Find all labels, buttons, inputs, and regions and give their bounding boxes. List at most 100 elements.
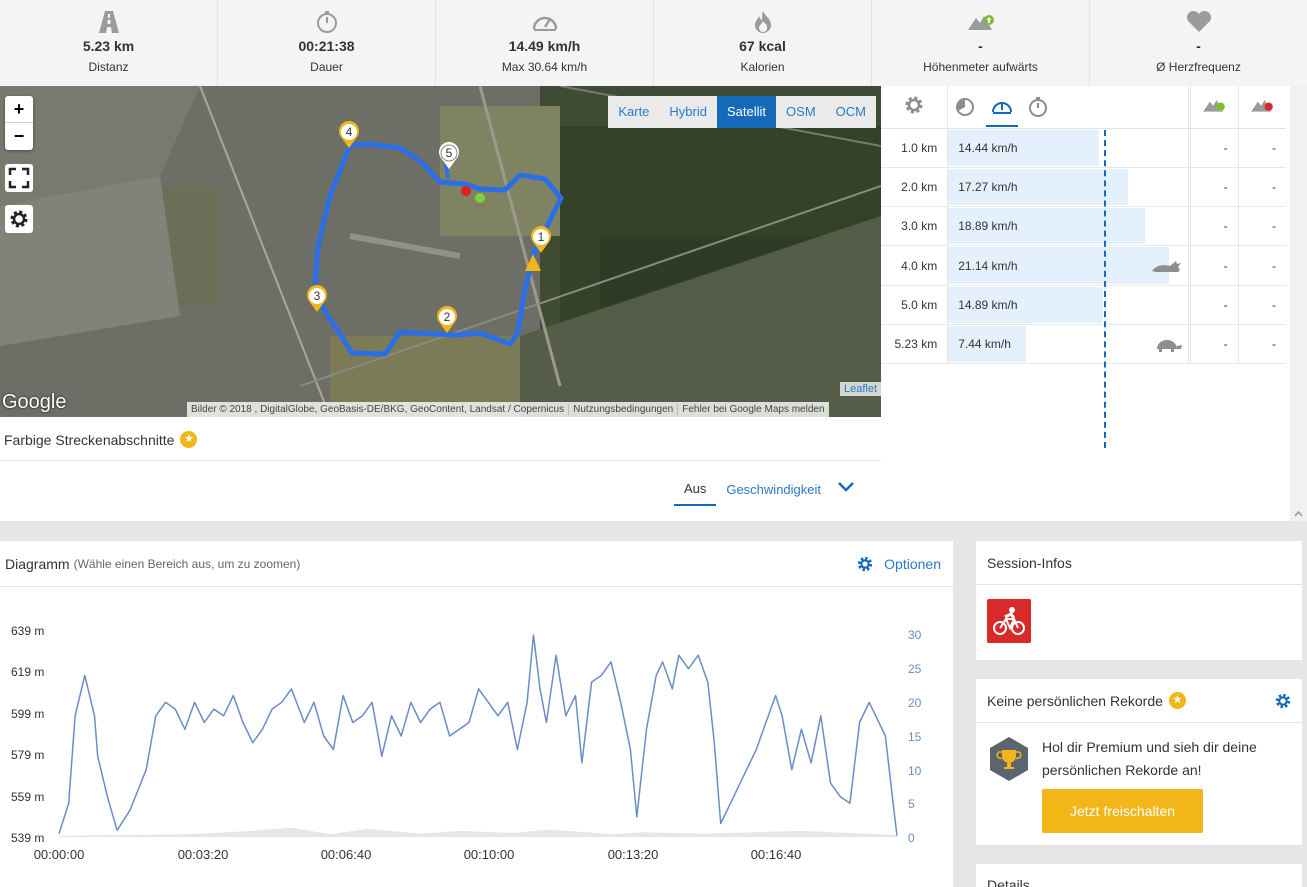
map-settings-button[interactable] [5,205,33,233]
zoom-out-button[interactable]: − [13,126,25,146]
route-map[interactable]: 1 2 3 4 5 + − Karte Hybrid Satellit OSM … [0,86,881,417]
stat-speed: 14.49 km/h Max 30.64 km/h [436,0,654,86]
layer-hybrid[interactable]: Hybrid [659,96,717,128]
stat-label: Kalorien [740,60,785,74]
records-header: Keine persönlichen Rekorde ★ [976,679,1302,723]
y-tick-left: 539 m [11,831,45,845]
splits-panel: 1.0 km 14.44 km/h - -2.0 km 17.27 km/h - -3.0 … [881,86,1307,521]
report-error-link[interactable]: Fehler bei Google Maps melden [682,404,825,415]
split-elevation-up: - [1189,167,1239,208]
stopwatch-icon [316,10,338,34]
split-row[interactable]: 2.0 km 17.27 km/h - - [881,167,1286,208]
details-card: Details [976,864,1302,887]
y-tick-right: 0 [908,831,915,845]
elevation-area [59,827,897,837]
fullscreen-button[interactable] [5,164,33,192]
gear-icon [10,210,28,228]
diagram-header: Diagramm (Wähle einen Bereich aus, um zu… [0,541,953,587]
tab-aus[interactable]: Aus [673,477,717,506]
leaflet-link[interactable]: Leaflet [839,382,881,396]
zoom-in-button[interactable]: + [5,96,33,123]
zoom-control: + − [5,96,33,150]
split-distance: 2.0 km [881,167,949,208]
unlock-premium-button[interactable]: Jetzt freischalten [1042,789,1203,833]
km-marker-label: 4 [345,125,353,139]
diagram-options-button[interactable]: Optionen [856,555,941,573]
average-speed-line [1104,130,1106,448]
speedometer-icon [992,101,1013,114]
map-attribution: Bilder © 2018 , DigitalGlobe, GeoBasis-D… [187,402,829,417]
sport-type-badge[interactable] [987,599,1031,643]
premium-promo-text: Hol dir Premium und sieh dir deine persö… [1042,739,1257,778]
layer-ocm[interactable]: OCM [825,96,876,128]
premium-star-icon: ★ [180,431,198,448]
time-tab[interactable] [1028,87,1048,127]
scrollbar[interactable] [1290,86,1307,521]
y-tick-right: 5 [908,797,915,811]
x-tick: 00:03:20 [177,847,229,862]
split-distance: 1.0 km [881,128,949,168]
segments-dropdown[interactable] [831,481,861,502]
x-tick: 00:00:00 [33,847,85,862]
satellite-imagery [0,86,881,417]
split-speed-cell: 21.14 km/h [947,245,1189,286]
gear-icon [858,556,873,572]
stat-duration: 00:21:38 Dauer [218,0,436,86]
scrollbar-arrows [1294,510,1303,517]
tab-geschwindigkeit[interactable]: Geschwindigkeit [726,482,821,497]
stat-value: 14.49 km/h [508,38,581,54]
layer-satellit[interactable]: Satellit [717,96,777,128]
split-speed-cell: 17.27 km/h [947,167,1189,208]
elevation-up-icon [1203,100,1226,112]
km-marker[interactable]: 1 [530,226,552,254]
elevation-up-icon [966,10,996,34]
speed-chart[interactable] [0,541,953,887]
km-marker[interactable]: 4 [338,121,360,149]
split-row[interactable]: 1.0 km 14.44 km/h - - [881,128,1286,168]
split-distance: 5.0 km [881,285,949,325]
split-speed: 14.89 km/h [958,297,1018,312]
premium-star-icon: ★ [1168,692,1186,709]
terms-link[interactable]: Nutzungsbedingungen [569,404,679,415]
segments-title: Farbige Streckenabschnitte [4,431,175,448]
elevation-down-icon [1251,100,1274,112]
split-row[interactable]: 5.23 km 7.44 km/h - - [881,324,1286,365]
google-logo: Google [2,391,67,413]
speed-tab[interactable] [986,87,1019,127]
splits-settings-button[interactable] [881,86,949,129]
row-spacer [1188,128,1191,168]
split-speed: 7.44 km/h [958,337,1011,352]
gear-icon [905,96,923,114]
y-tick-left: 579 m [11,748,45,762]
cycling-icon [993,607,1025,635]
split-row[interactable]: 3.0 km 18.89 km/h - - [881,206,1286,247]
row-spacer [1188,167,1191,208]
km-marker[interactable]: 3 [306,285,328,313]
y-tick-right: 20 [908,696,922,710]
row-spacer [1188,206,1191,247]
y-tick-left: 639 m [11,624,45,638]
pace-tab[interactable] [954,87,976,127]
split-row[interactable]: 5.0 km 14.89 km/h - - [881,285,1286,325]
speed-bar [948,208,1146,245]
split-speed-cell: 14.89 km/h [947,285,1189,325]
km-marker[interactable]: 2 [436,306,458,334]
x-tick: 00:10:00 [463,847,515,862]
split-elevation-down: - [1237,206,1286,247]
speed-bar [948,286,1104,323]
stat-label: Distanz [88,60,129,74]
speed-series-line [58,634,898,836]
stat-value: 00:21:38 [298,38,355,54]
layer-osm[interactable]: OSM [776,96,826,128]
km-marker[interactable]: 5 [438,142,460,170]
split-row[interactable]: 4.0 km 21.14 km/h - - [881,245,1286,286]
stat-distance: 5.23 km Distanz [0,0,218,86]
records-settings-button[interactable] [1274,692,1292,715]
split-speed: 18.89 km/h [958,219,1018,234]
split-speed-cell: 18.89 km/h [947,206,1189,247]
trophy-icon [988,736,1030,787]
turtle-icon [1156,339,1182,352]
km-marker-label: 5 [445,146,453,160]
layer-karte[interactable]: Karte [608,96,660,128]
splits-header-row [881,86,1286,129]
